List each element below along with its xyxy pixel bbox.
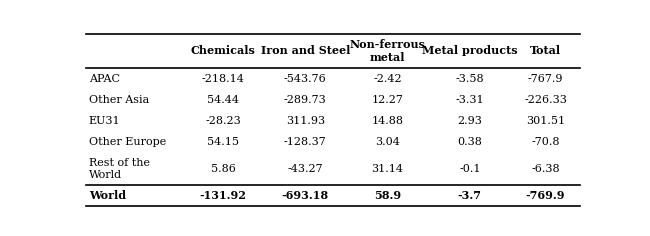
Text: 58.9: 58.9 <box>374 190 401 201</box>
Text: 301.51: 301.51 <box>526 116 565 126</box>
Text: 311.93: 311.93 <box>286 116 325 126</box>
Text: -3.31: -3.31 <box>456 95 484 105</box>
Text: Chemicals: Chemicals <box>190 45 255 56</box>
Text: Metal products: Metal products <box>422 45 517 56</box>
Text: -3.7: -3.7 <box>458 190 482 201</box>
Text: Other Asia: Other Asia <box>89 95 149 105</box>
Text: APAC: APAC <box>89 74 120 84</box>
Text: 12.27: 12.27 <box>372 95 404 105</box>
Text: EU31: EU31 <box>89 116 120 126</box>
Text: -226.33: -226.33 <box>524 95 567 105</box>
Text: -767.9: -767.9 <box>528 74 563 84</box>
Text: -693.18: -693.18 <box>281 190 329 201</box>
Text: -769.9: -769.9 <box>526 190 566 201</box>
Text: -0.1: -0.1 <box>459 164 480 174</box>
Text: -218.14: -218.14 <box>202 74 244 84</box>
Text: 5.86: 5.86 <box>211 164 235 174</box>
Text: -131.92: -131.92 <box>200 190 246 201</box>
Text: -2.42: -2.42 <box>373 74 402 84</box>
Text: -289.73: -289.73 <box>284 95 327 105</box>
Text: Total: Total <box>530 45 561 56</box>
Text: Rest of the
World: Rest of the World <box>89 158 150 180</box>
Text: 54.15: 54.15 <box>207 137 239 148</box>
Text: 31.14: 31.14 <box>372 164 404 174</box>
Text: Other Europe: Other Europe <box>89 137 166 148</box>
Text: -128.37: -128.37 <box>284 137 327 148</box>
Text: 3.04: 3.04 <box>375 137 400 148</box>
Text: -3.58: -3.58 <box>456 74 484 84</box>
Text: Non-ferrous
metal: Non-ferrous metal <box>350 39 426 63</box>
Text: -543.76: -543.76 <box>284 74 327 84</box>
Text: -43.27: -43.27 <box>287 164 323 174</box>
Text: 2.93: 2.93 <box>458 116 482 126</box>
Text: 0.38: 0.38 <box>458 137 482 148</box>
Text: 54.44: 54.44 <box>207 95 239 105</box>
Text: -6.38: -6.38 <box>531 164 560 174</box>
Text: 14.88: 14.88 <box>372 116 404 126</box>
Text: World: World <box>89 190 126 201</box>
Text: Iron and Steel: Iron and Steel <box>261 45 350 56</box>
Text: -28.23: -28.23 <box>205 116 241 126</box>
Text: -70.8: -70.8 <box>531 137 560 148</box>
